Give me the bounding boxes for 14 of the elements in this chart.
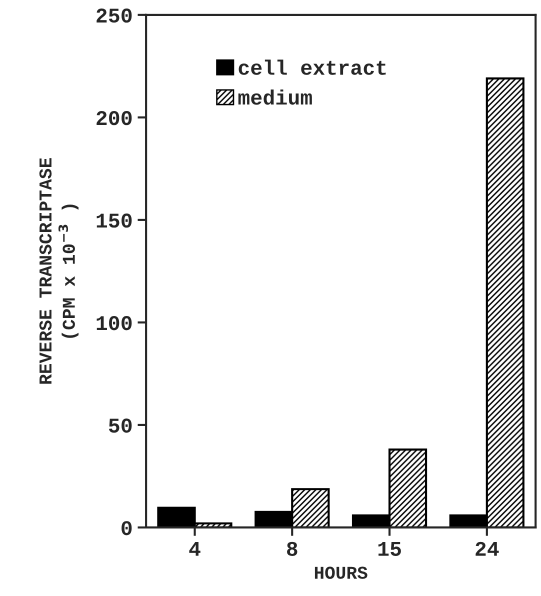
x-tick-label: 8: [287, 542, 298, 556]
y-tick-label: 200: [96, 111, 132, 126]
y-tick-label: 0: [122, 521, 132, 536]
x-axis-title: HOURS: [314, 566, 368, 579]
x-tick-label: 24: [476, 542, 499, 556]
y-tick-label: 250: [96, 8, 132, 23]
y-tick-label: 50: [108, 418, 132, 433]
legend-label: medium: [238, 89, 312, 105]
legend-label: cell extract: [238, 60, 386, 75]
y-tick-label: 100: [96, 316, 132, 330]
x-tick-label: 15: [378, 542, 401, 556]
y-tick-label: 150: [96, 214, 132, 228]
y-axis-title: REVERSE TRANSCRIPTASE (CPM x 10$^{−3}$ ): [39, 158, 79, 384]
x-tick-label: 4: [189, 542, 200, 556]
